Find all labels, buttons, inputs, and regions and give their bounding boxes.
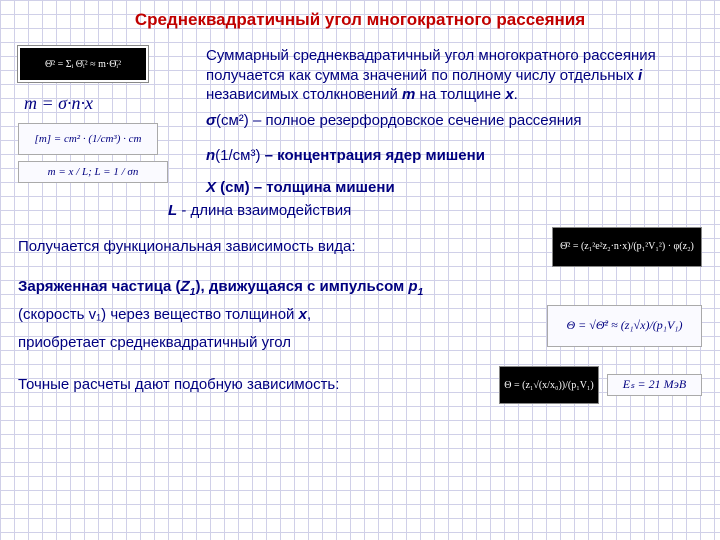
charged-p2: ), движущаяся с импульсом xyxy=(196,278,405,295)
x-desc: – толщина мишени xyxy=(254,179,395,196)
right-column: Суммарный среднеквадратичный угол многок… xyxy=(206,46,702,197)
sigma-desc: – полное резерфордовское сечение рассеян… xyxy=(253,112,582,129)
n-line: n(1/см³) – концентрация ядер мишени xyxy=(206,146,702,166)
summary-paragraph: Суммарный среднеквадратичный угол многок… xyxy=(206,46,702,105)
l-line: L - длина взаимодействия xyxy=(168,201,702,221)
x-label: X xyxy=(206,179,216,196)
charged-particle-line: Заряженная частица (Z1), движущаяся с им… xyxy=(18,277,702,300)
x-unit: (см) xyxy=(216,179,250,196)
para1-tail: независимых столкновений xyxy=(206,86,398,103)
l-desc: - длина взаимодействия xyxy=(181,202,351,219)
l-label: L xyxy=(168,202,177,219)
para1-i: i xyxy=(638,67,642,84)
formula-m-units: [m] = cm² · (1/cm³) · cm xyxy=(18,123,158,155)
exact-calc-text: Точные расчеты дают подобную зависимость… xyxy=(18,375,339,395)
formula-dependence: Θ̄² = (z₁²e²z₂·n·x)/(p₁²V₁²) · φ(z₂) xyxy=(552,227,702,267)
speed-row: (скорость v₁) через вещество толщиной x,… xyxy=(18,305,702,352)
formula-m-length: m = x / L; L = 1 / σn xyxy=(18,161,168,183)
content-area: Θ̄² = Σᵢ Θ̄ᵢ² ≈ m·Θ̄ᵢ² m = σ·n·x [m] = c… xyxy=(0,30,720,404)
para1-x: x xyxy=(505,86,513,103)
left-column: Θ̄² = Σᵢ Θ̄ᵢ² ≈ m·Θ̄ᵢ² m = σ·n·x [m] = c… xyxy=(18,46,188,197)
para1-text: Суммарный среднеквадратичный угол многок… xyxy=(206,47,656,84)
speed-comma: , xyxy=(307,306,311,323)
x-line: X (см) – толщина мишени xyxy=(206,178,702,198)
speed-line: (скорость v₁) через вещество толщиной x, xyxy=(18,305,537,325)
formula-exact: Θ = (z₁√(x/x₀))/(p₁V₁) xyxy=(499,366,599,404)
formula-es: Eₛ = 21 МэВ xyxy=(607,374,702,396)
m-equation: m = σ·n·x xyxy=(24,92,188,115)
para1-m: m xyxy=(402,86,415,103)
speed-x: x xyxy=(299,306,307,323)
row-summary: Θ̄² = Σᵢ Θ̄ᵢ² ≈ m·Θ̄ᵢ² m = σ·n·x [m] = c… xyxy=(18,46,702,197)
n-desc: – концентрация ядер мишени xyxy=(265,147,485,164)
para1-end: на толщине xyxy=(420,86,502,103)
charged-p: p1 xyxy=(408,278,423,295)
para1-dot: . xyxy=(514,86,518,103)
page-title: Среднеквадратичный угол многократного ра… xyxy=(0,0,720,30)
sigma-label: σ(cм²) xyxy=(206,112,249,129)
acquires-line: приобретает среднеквадратичный угол xyxy=(18,333,537,353)
formula-theta-root: Θ = √Θ̄² ≈ (z₁√x)/(p₁V₁) xyxy=(547,305,702,347)
charged-z1: Z1 xyxy=(181,278,196,295)
speed-p1: (скорость v₁) через вещество толщиной xyxy=(18,306,294,323)
formula-theta-sum: Θ̄² = Σᵢ Θ̄ᵢ² ≈ m·Θ̄ᵢ² xyxy=(18,46,148,82)
func-dep-text: Получается функциональная зависимость ви… xyxy=(18,237,356,257)
n-label: n(1/см³) xyxy=(206,147,260,164)
charged-p1: Заряженная частица ( xyxy=(18,278,181,295)
func-dep-row: Получается функциональная зависимость ви… xyxy=(18,227,702,267)
exact-row: Точные расчеты дают подобную зависимость… xyxy=(18,366,702,404)
sigma-line: σ(cм²) – полное резерфордовское сечение … xyxy=(206,111,702,131)
speed-text-block: (скорость v₁) через вещество толщиной x,… xyxy=(18,305,537,352)
